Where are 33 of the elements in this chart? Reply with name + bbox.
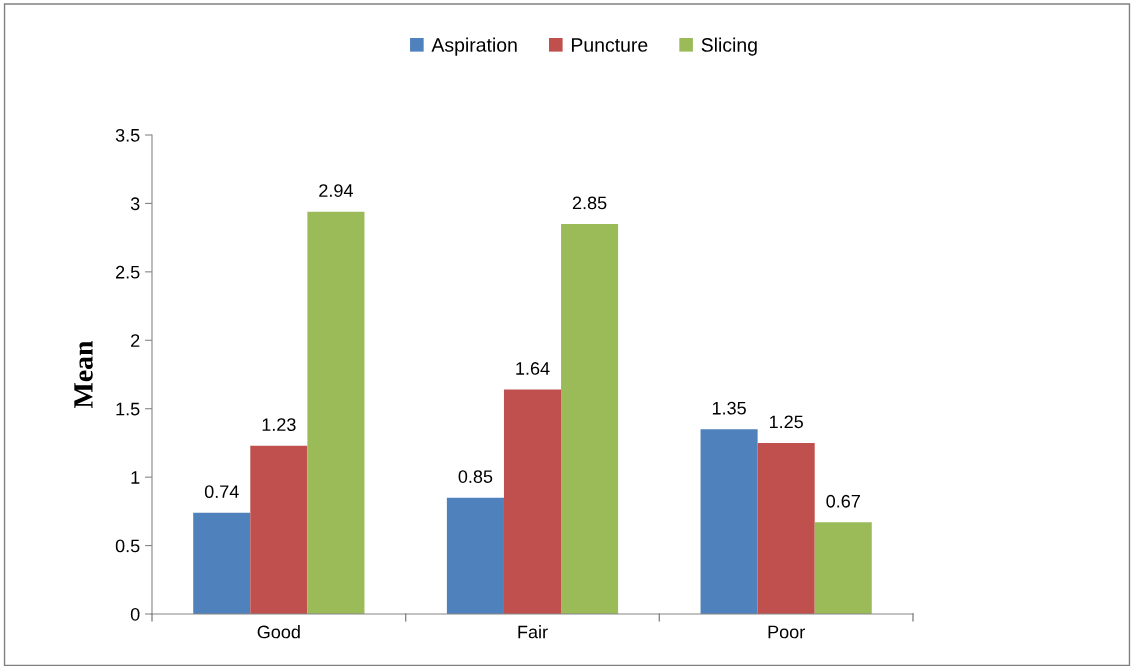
- y-tick-label: 0.5: [115, 539, 140, 553]
- data-label: 0.67: [826, 494, 860, 508]
- bar: [307, 211, 365, 614]
- data-label: 0.74: [204, 485, 239, 499]
- data-label: 1.25: [769, 415, 803, 429]
- legend-label: Aspiration: [431, 37, 517, 56]
- bar: [446, 497, 504, 614]
- x-tick-label: Poor: [768, 625, 805, 639]
- data-label: 1.35: [712, 401, 746, 415]
- y-tick-label: 2.5: [116, 265, 140, 279]
- y-tick-label: 3: [130, 197, 140, 211]
- data-label: 1.64: [516, 362, 550, 375]
- bar: [700, 429, 758, 614]
- y-tick-label: 0: [130, 607, 140, 621]
- x-tick-label: Fair: [518, 625, 548, 639]
- bar: [561, 223, 619, 614]
- x-tick-label: Good: [257, 625, 300, 639]
- y-tick-label: 3.5: [115, 128, 140, 142]
- bar: [193, 512, 251, 614]
- legend-label: Slicing: [701, 37, 757, 56]
- bar: [250, 445, 308, 614]
- y-axis-title: Mean: [74, 340, 93, 408]
- data-label: 1.23: [262, 418, 296, 431]
- bar: [814, 522, 872, 614]
- data-label: 0.85: [458, 470, 493, 483]
- y-tick-label: 1.5: [116, 402, 140, 416]
- bar: [503, 389, 562, 614]
- bar: [757, 442, 815, 614]
- data-label: 2.94: [319, 184, 353, 197]
- data-label: 2.85: [572, 196, 607, 210]
- legend-label: Puncture: [571, 38, 648, 52]
- y-tick-label: 1: [131, 471, 140, 484]
- y-tick-label: 2: [131, 334, 140, 347]
